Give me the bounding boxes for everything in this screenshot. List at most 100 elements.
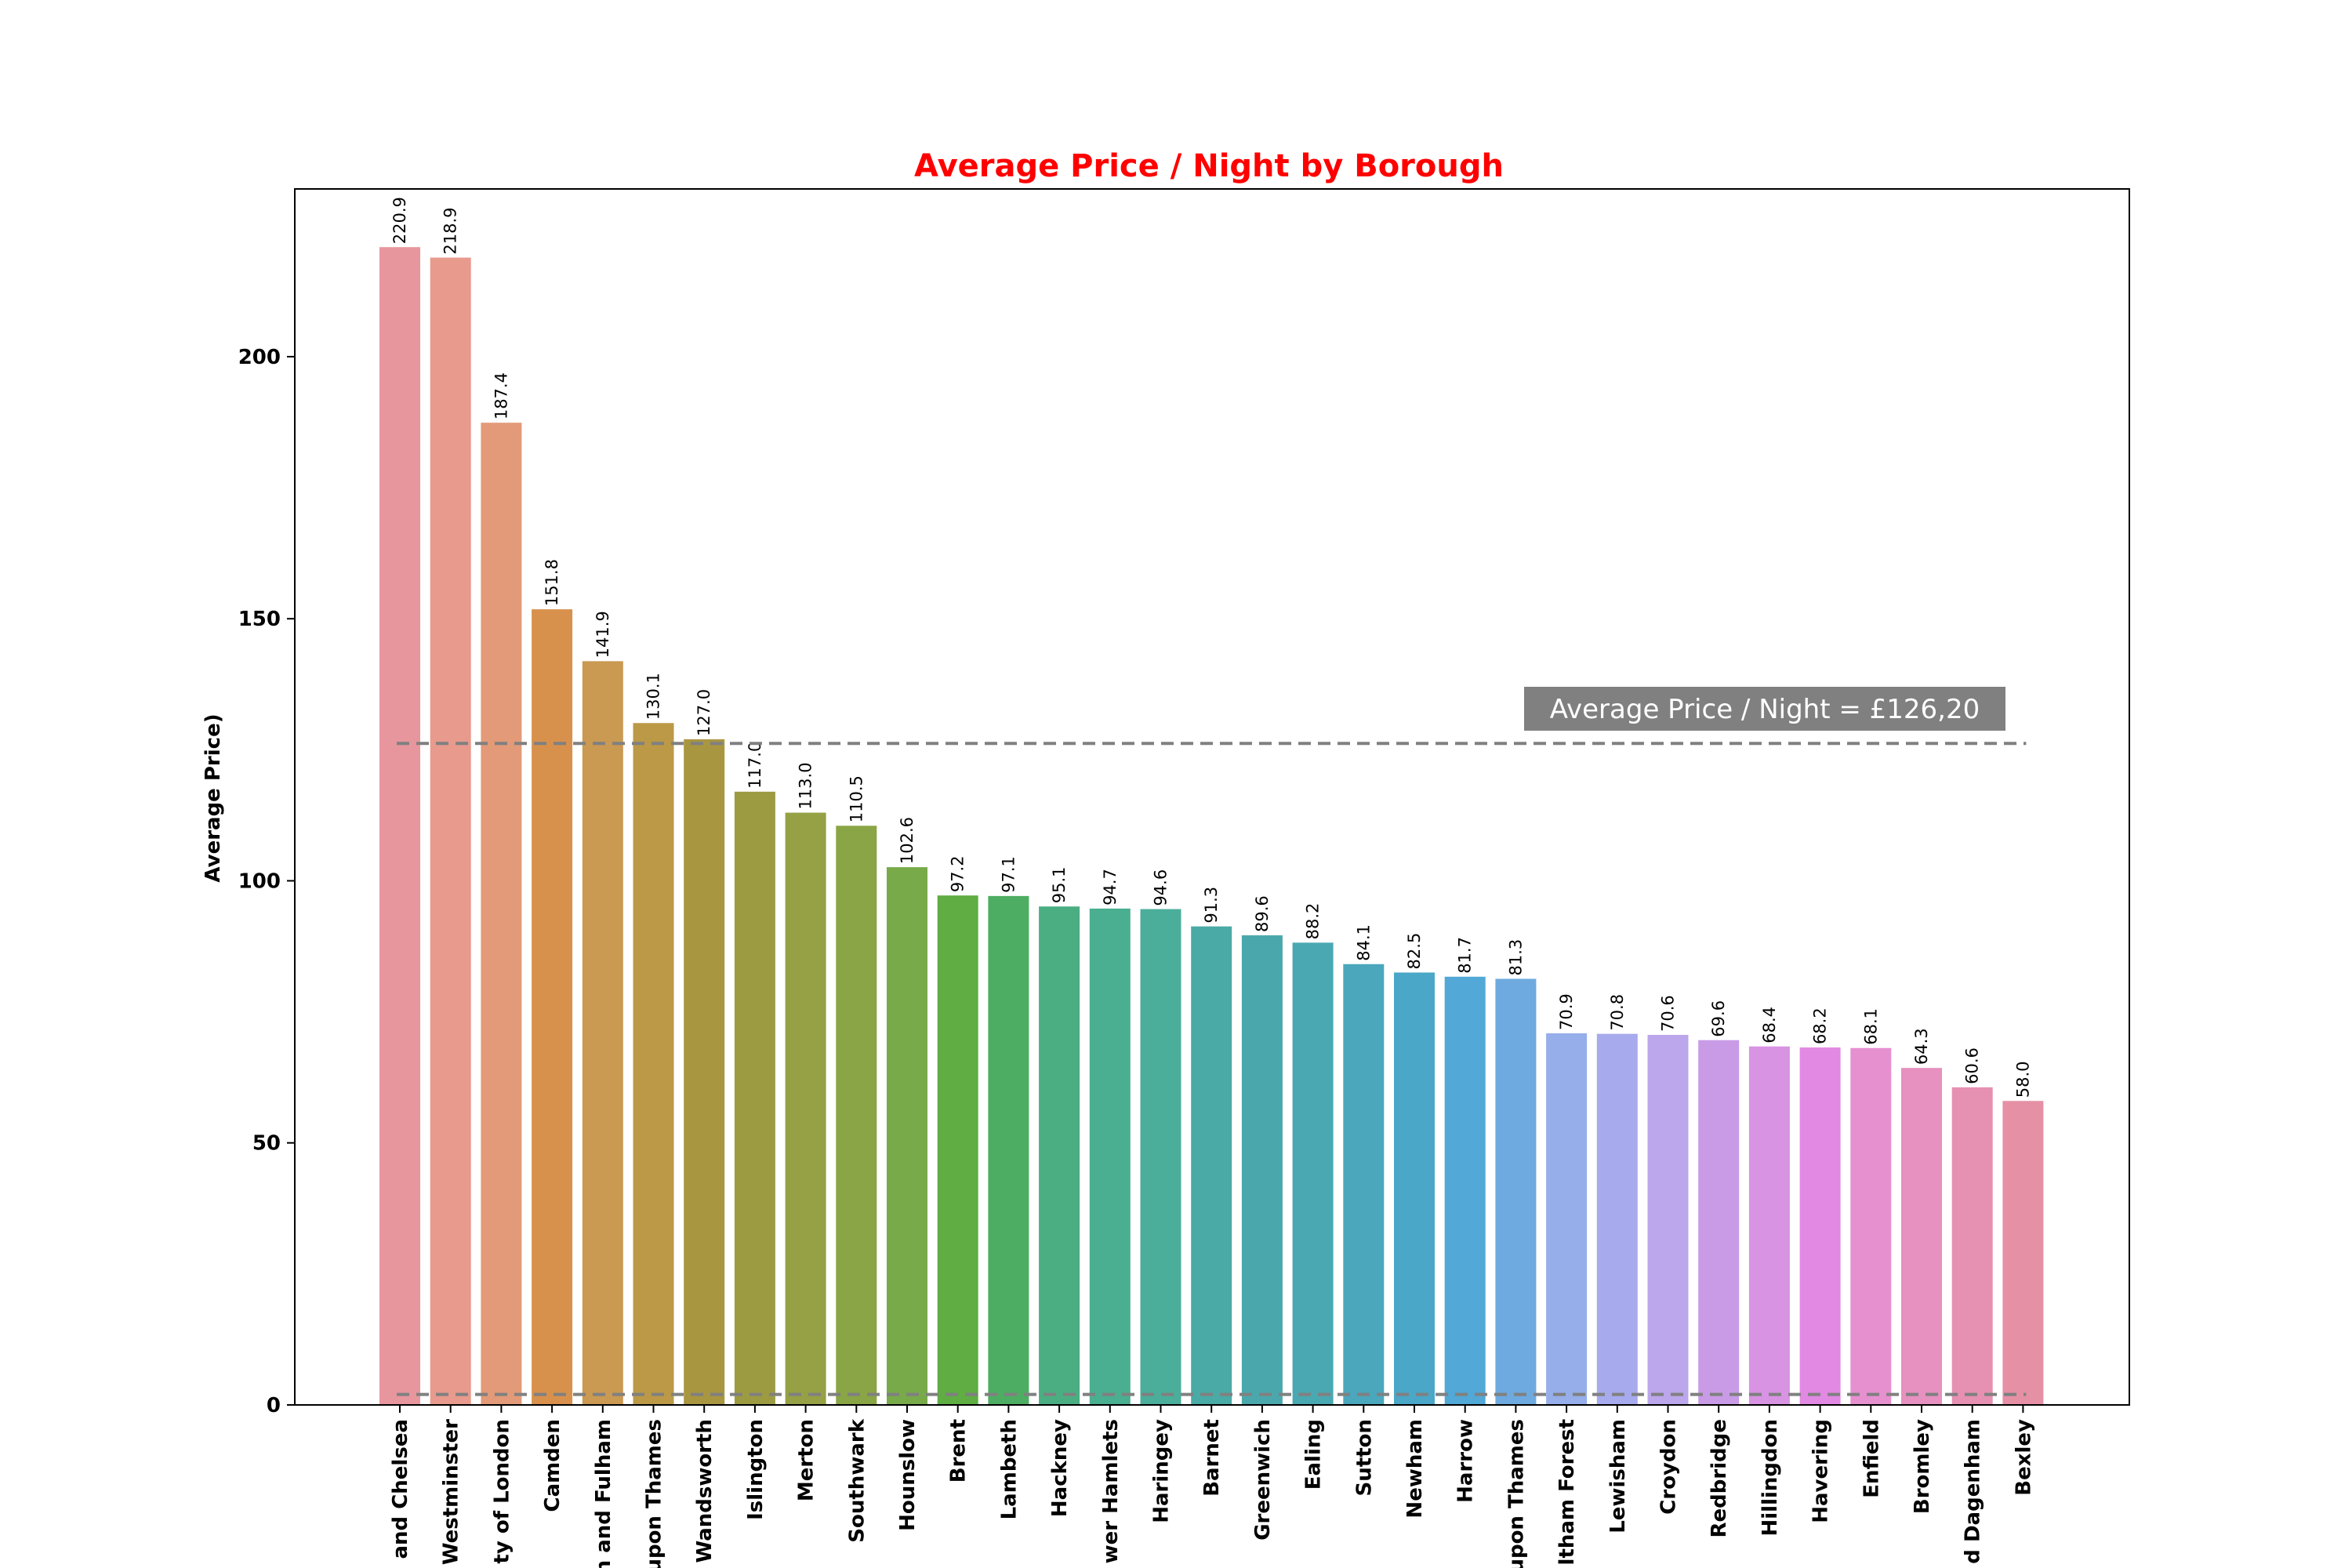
data-label: 70.9 [1557, 993, 1576, 1030]
chart-title: Average Price / Night by Borough [914, 148, 1504, 184]
average-annotation-box [1524, 687, 2005, 731]
x-tick-label: Merton [795, 1419, 818, 1501]
bar [1850, 1047, 1892, 1405]
y-tick-label: 200 [238, 346, 281, 369]
bar [785, 812, 826, 1405]
x-tick-label: Southwark [845, 1418, 869, 1542]
data-label: 68.2 [1811, 1007, 1830, 1044]
x-tick-label: d Dagenham [1962, 1419, 1985, 1564]
data-label: 94.7 [1101, 869, 1120, 906]
plot-frame [294, 188, 2130, 1406]
x-tick-label: Ealing [1302, 1419, 1326, 1490]
bar [1241, 935, 1283, 1405]
x-tick-label: Lambeth [997, 1419, 1021, 1519]
bar [1394, 972, 1435, 1405]
bar [988, 895, 1029, 1405]
x-tick-label: Camden [541, 1419, 564, 1512]
bar [379, 247, 420, 1406]
x-tick-label: Newham [1403, 1419, 1427, 1519]
bar [836, 826, 877, 1405]
data-label: 60.6 [1963, 1047, 1982, 1084]
data-label: 102.6 [898, 817, 916, 864]
bar [1089, 908, 1131, 1405]
data-label: 95.1 [1050, 866, 1069, 903]
data-label: 218.9 [441, 207, 460, 254]
bar [1901, 1068, 1942, 1405]
bar [1292, 942, 1334, 1405]
x-tick-label: Lewisham [1606, 1419, 1630, 1534]
bar [1343, 964, 1385, 1405]
y-tick-label: 0 [267, 1394, 281, 1417]
bar [633, 723, 674, 1405]
bar [1495, 978, 1537, 1405]
x-tick-label: Wandsworth [693, 1419, 717, 1563]
x-tick-label: Hounslow [896, 1419, 920, 1531]
x-tick-label: Redbridge [1708, 1419, 1731, 1537]
x-tick-label: Islington [744, 1419, 768, 1520]
data-label: 70.8 [1608, 994, 1627, 1031]
x-tick-label: Bexley [2012, 1419, 2035, 1496]
bar [1140, 909, 1181, 1405]
bar [1748, 1046, 1790, 1405]
bar [1191, 926, 1232, 1405]
data-label: 130.1 [644, 673, 663, 720]
data-label: 91.3 [1202, 887, 1221, 924]
x-tick-label: Hackney [1048, 1419, 1072, 1517]
x-tick-label: Haringey [1150, 1419, 1174, 1523]
data-label: 88.2 [1304, 903, 1323, 940]
x-tick-label: Harrow [1454, 1419, 1478, 1503]
bar [684, 739, 725, 1405]
bar [1799, 1047, 1841, 1405]
x-tick-label: Hillingdon [1759, 1419, 1782, 1537]
y-tick-label: 50 [252, 1132, 281, 1156]
data-label: 89.6 [1253, 895, 1272, 932]
data-label: 81.3 [1506, 939, 1525, 976]
data-label: 117.0 [746, 742, 764, 789]
data-label: 84.1 [1354, 924, 1373, 961]
data-label: 82.5 [1405, 933, 1424, 970]
bar [481, 423, 522, 1405]
data-label: 64.3 [1912, 1028, 1931, 1065]
bar [1444, 976, 1486, 1405]
data-label: 68.4 [1760, 1007, 1779, 1044]
data-label: 81.7 [1456, 937, 1475, 974]
x-tick-label: ltham Forest [1555, 1419, 1579, 1565]
x-tick-label: Sutton [1352, 1419, 1376, 1496]
x-tick-label: Brent [947, 1419, 971, 1483]
y-tick-label: 100 [238, 869, 281, 893]
data-label: 58.0 [2013, 1061, 2032, 1098]
data-label: 97.2 [949, 855, 967, 892]
bar [1647, 1035, 1689, 1405]
data-label: 97.1 [999, 856, 1018, 893]
x-tick-label: Croydon [1657, 1419, 1681, 1515]
x-tick-label: and Chelsea [389, 1419, 412, 1559]
x-tick-label: Greenwich [1251, 1419, 1275, 1541]
x-tick-label: Barnet [1200, 1419, 1224, 1497]
data-label: 113.0 [797, 762, 815, 809]
x-tick-label: upon Thames [1504, 1419, 1528, 1568]
x-tick-label: Bromley [1911, 1419, 1934, 1514]
data-label: 127.0 [695, 689, 713, 736]
bar [582, 661, 623, 1405]
average-annotation-text: Average Price / Night = £126,20 [1550, 694, 1980, 725]
x-tick-label: Westminster [440, 1419, 463, 1565]
x-tick-label: Enfield [1860, 1419, 1883, 1498]
x-tick-label: h and Fulham [592, 1419, 615, 1568]
bar [1698, 1040, 1740, 1405]
data-label: 151.8 [543, 559, 561, 606]
bar [734, 791, 775, 1405]
data-label: 220.9 [390, 197, 409, 244]
y-axis-label: Average Price) [201, 713, 225, 882]
x-tick-label: ty of London [490, 1419, 514, 1564]
x-tick-label: wer Hamlets [1099, 1419, 1123, 1563]
data-label: 94.6 [1152, 869, 1171, 906]
x-tick-label: upon Thames [643, 1419, 666, 1568]
bar [2002, 1101, 2044, 1405]
bar [937, 895, 978, 1405]
data-label: 68.1 [1861, 1008, 1880, 1045]
bar [1951, 1087, 1993, 1405]
bar [1596, 1033, 1638, 1405]
data-label: 110.5 [847, 775, 866, 822]
x-tick-label: Havering [1809, 1419, 1833, 1523]
